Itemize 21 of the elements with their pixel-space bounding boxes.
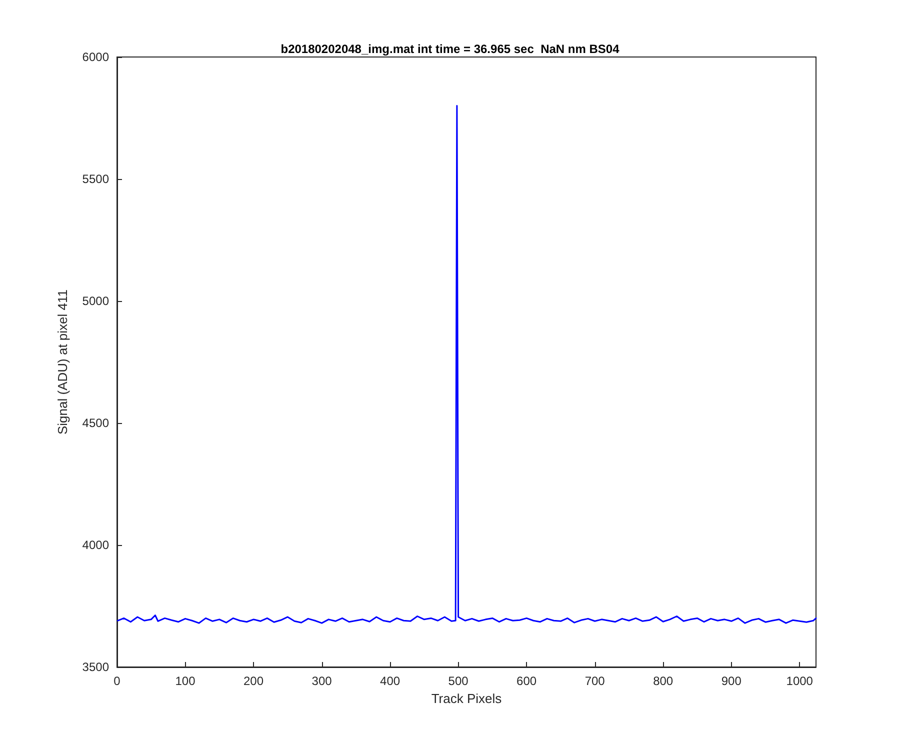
y-tick-label: 5500 (82, 172, 110, 186)
y-axis-title: Signal (ADU) at pixel 411 (55, 290, 70, 434)
y-tick-label: 3500 (82, 660, 110, 674)
y-tick-label: 4000 (82, 538, 110, 552)
x-tick-label: 100 (175, 674, 196, 688)
x-tick-label: 400 (380, 674, 400, 688)
x-tick-label: 600 (516, 674, 537, 688)
x-tick-label: 800 (653, 674, 674, 688)
x-axis-title: Track Pixels (431, 690, 502, 706)
x-tick-label: 500 (448, 674, 469, 688)
y-tick-label: 4500 (82, 416, 110, 430)
x-tick-label: 1000 (786, 674, 814, 688)
line-series (116, 105, 817, 624)
x-tick-label: 900 (721, 674, 742, 688)
x-tick-label: 200 (244, 674, 264, 688)
x-tick-label: 300 (312, 674, 332, 688)
y-tick-label: 6000 (82, 50, 110, 64)
chart-title: b20180202048_img.mat int time = 36.965 sec NaN nm BS04 (280, 42, 620, 56)
x-tick-label: 700 (584, 674, 606, 688)
y-tick-label: 5000 (82, 294, 110, 308)
x-tick-label: 0 (114, 674, 121, 688)
